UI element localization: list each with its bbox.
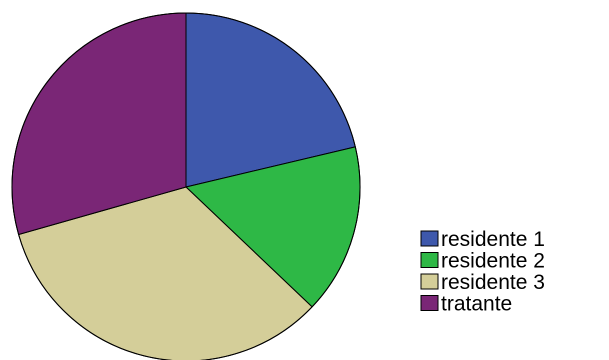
legend-item: tratante <box>420 293 512 316</box>
legend-label: residente 3 <box>441 271 545 294</box>
legend-label: tratante <box>441 293 512 316</box>
legend-item: residente 3 <box>420 271 545 294</box>
legend-label: residente 1 <box>441 228 545 251</box>
legend-swatch <box>420 252 439 268</box>
legend-label: residente 2 <box>441 250 545 273</box>
legend-swatch <box>420 295 439 311</box>
legend-swatch <box>420 230 439 247</box>
pie-slices <box>11 12 361 360</box>
legend-item: residente 1 <box>420 228 545 251</box>
pie-outline <box>11 12 361 360</box>
legend-item: residente 2 <box>420 250 545 273</box>
legend-swatch <box>420 273 439 290</box>
